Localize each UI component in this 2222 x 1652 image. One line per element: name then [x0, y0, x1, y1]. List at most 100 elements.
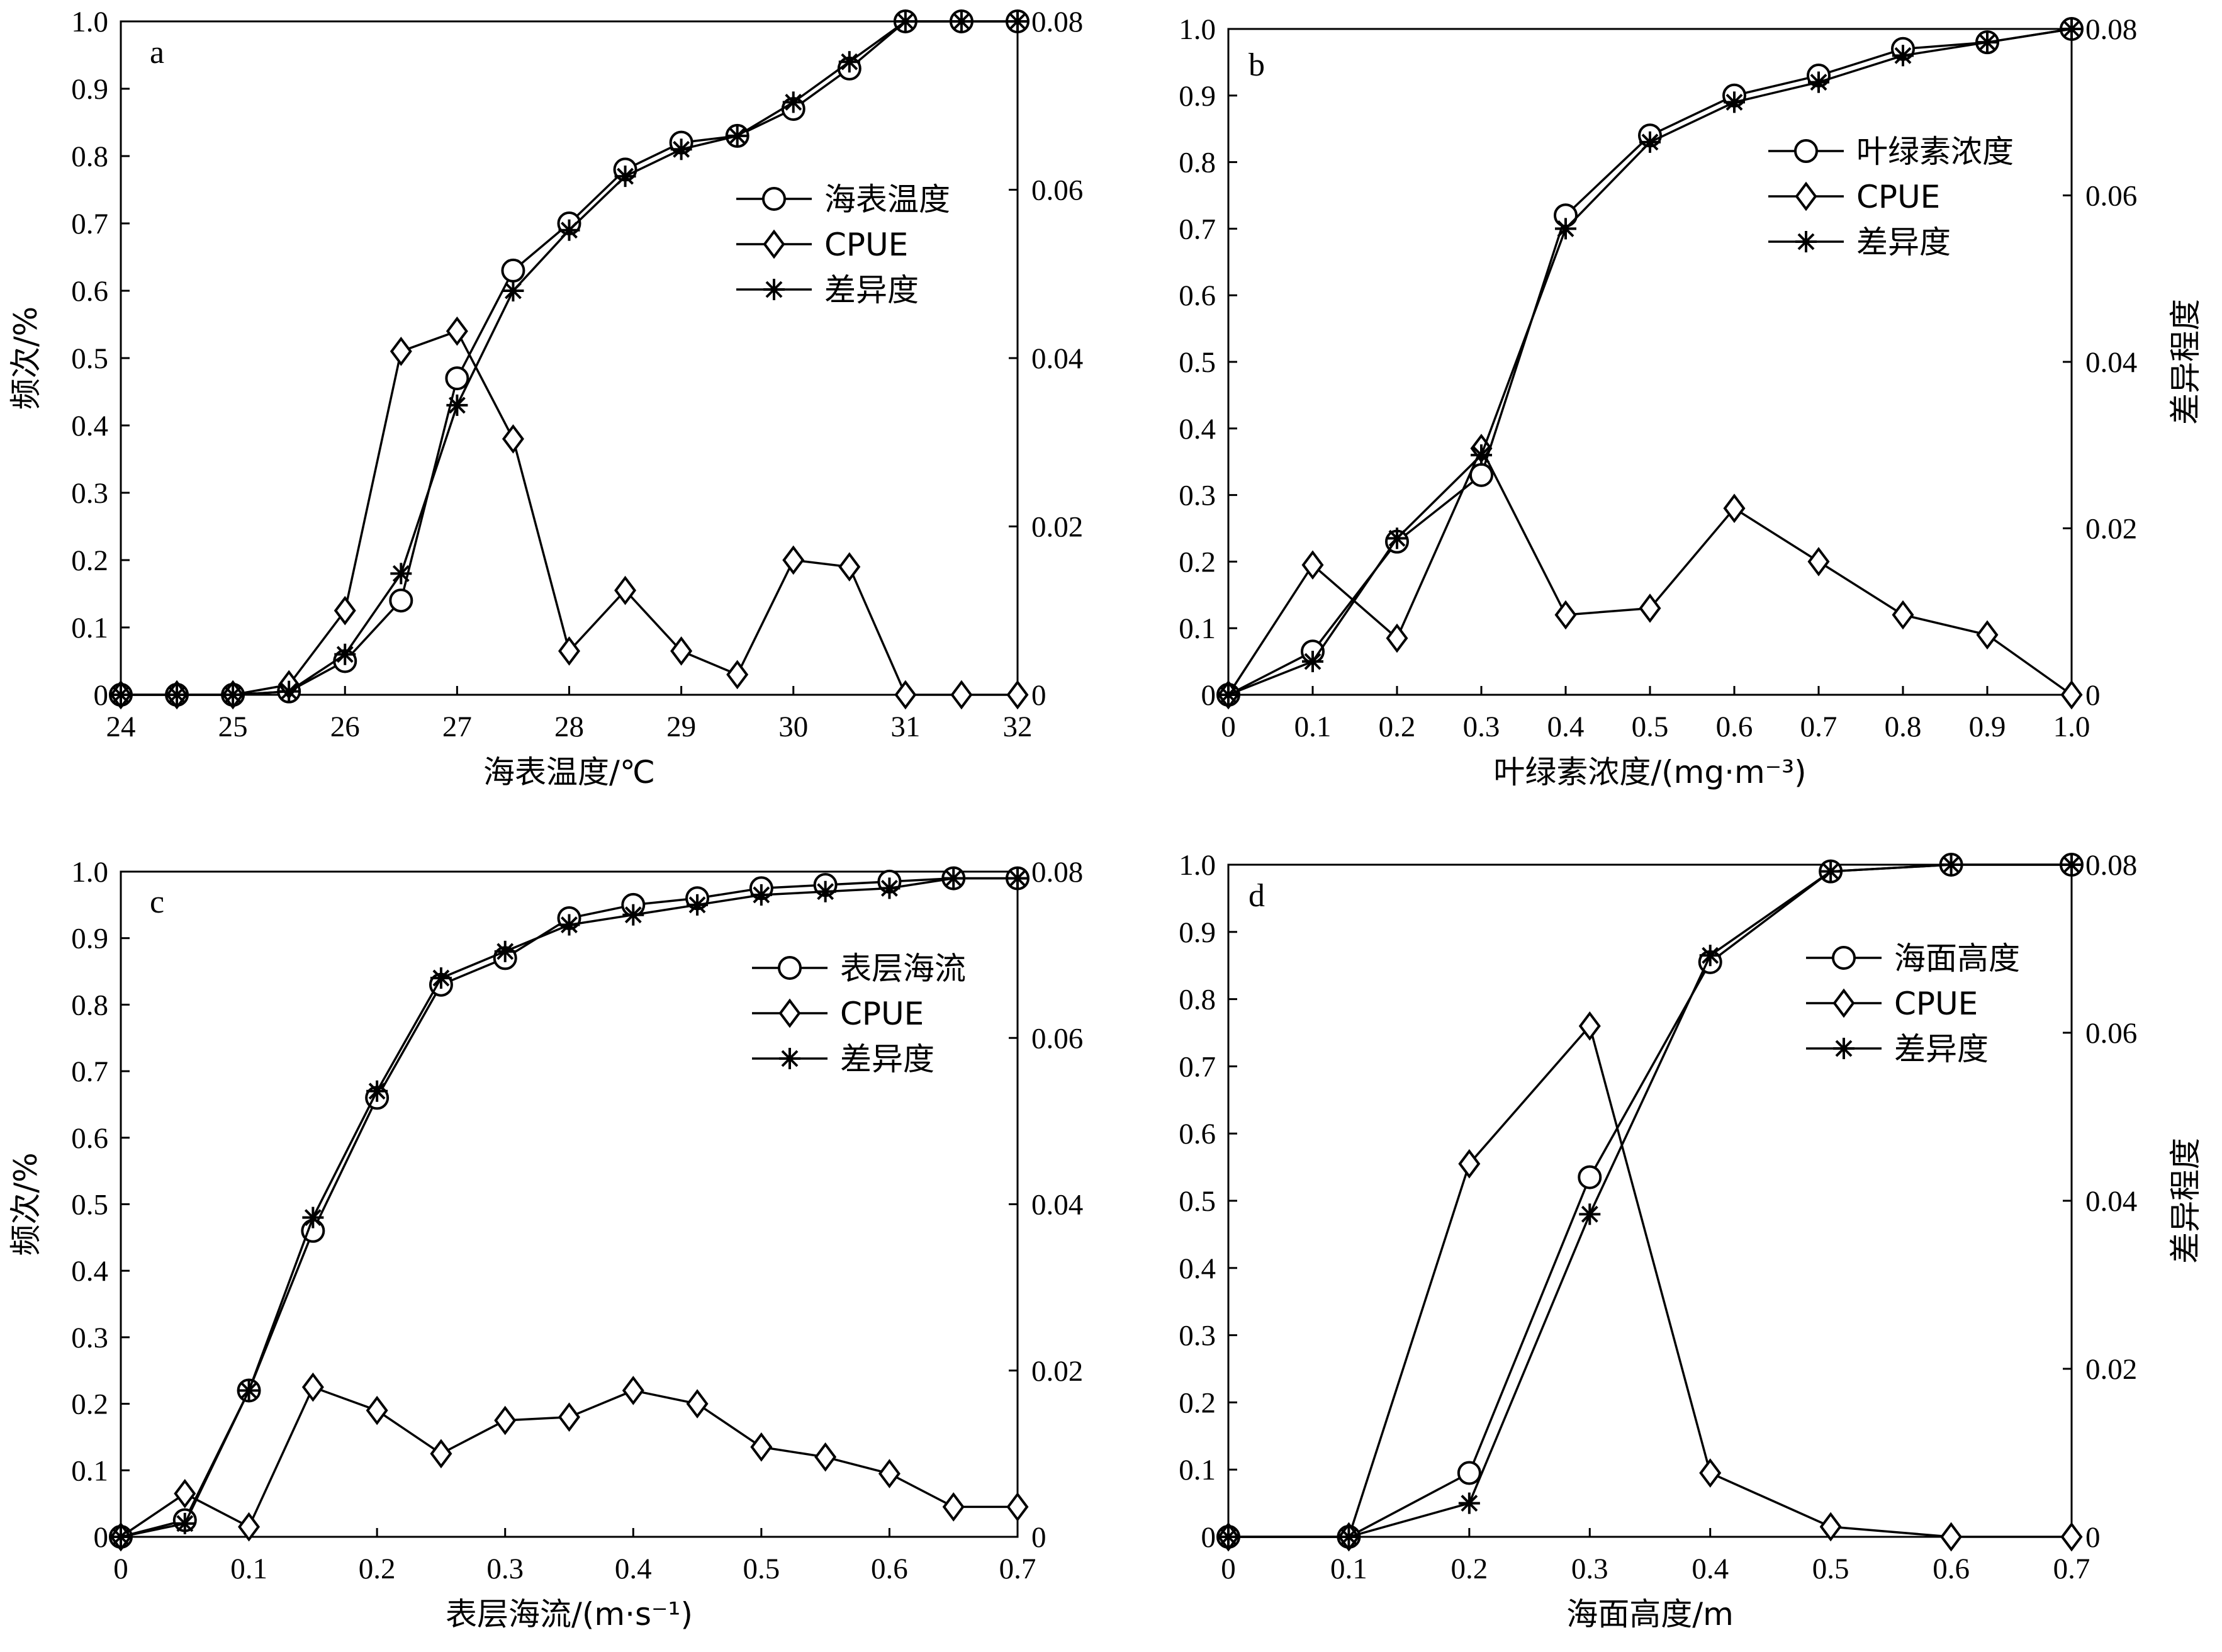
data-point-diamond — [2060, 680, 2083, 710]
series-diamond — [109, 316, 1029, 710]
data-point-star — [222, 684, 244, 705]
data-point-star — [670, 138, 692, 160]
x-tick-label: 0.1 — [230, 1553, 267, 1585]
x-tick-label: 25 — [218, 711, 248, 743]
x-tick-label: 0.5 — [1632, 711, 1669, 743]
x-tick-label: 0.2 — [1450, 1553, 1488, 1585]
y-right-tick-label: 0.04 — [1031, 342, 1083, 375]
x-tick-label: 0 — [113, 1553, 128, 1585]
data-point-circle — [445, 366, 469, 391]
y-right-axis-label: 差异程度 — [2167, 299, 2204, 425]
y-left-tick-label: 0.5 — [71, 342, 108, 375]
y-left-tick-label: 1.0 — [1179, 849, 1216, 882]
series-diamond — [1217, 434, 2083, 710]
legend-marker-star — [763, 279, 785, 300]
x-tick-label: 0.6 — [1933, 1553, 1970, 1585]
data-point-diamond — [950, 680, 973, 710]
y-left-tick-label: 0.7 — [71, 208, 108, 240]
data-point-diamond — [782, 545, 805, 575]
data-point-star — [1007, 11, 1028, 32]
x-tick-label: 0 — [1221, 711, 1236, 743]
x-tick-label: 32 — [1003, 711, 1033, 743]
data-point-star — [1555, 218, 1576, 240]
data-point-star — [1699, 945, 1721, 967]
y-left-tick-label: 0 — [1201, 679, 1216, 712]
data-point-star — [614, 166, 636, 188]
data-point-star — [878, 877, 901, 899]
legend-label: 差异度 — [824, 272, 919, 308]
y-right-tick-label: 0.08 — [1031, 6, 1083, 38]
x-tick-label: 0.2 — [359, 1553, 396, 1585]
panel-a: 24 25 26 27 28 29 30 31 3200.10.20.30.40.50.60.7… — [8, 6, 1083, 790]
y-left-tick-label: 0.6 — [71, 1122, 108, 1155]
data-point-diamond — [1940, 1522, 1963, 1552]
data-point-star — [1892, 45, 1914, 67]
data-point-diamond — [942, 1492, 965, 1522]
panel-letter: a — [150, 35, 164, 70]
x-tick-label: 0.3 — [1463, 711, 1500, 743]
data-point-star — [166, 684, 188, 705]
data-point-star — [238, 1379, 260, 1402]
data-point-star — [750, 884, 772, 906]
legend: 表层海流 CPUE 差异度 — [752, 950, 966, 1077]
y-left-tick-label: 0 — [94, 1521, 109, 1554]
panel-letter: c — [150, 884, 164, 920]
data-point-circle — [1578, 1165, 1602, 1189]
x-axis-label: 表层海流/(m·s⁻¹) — [446, 1596, 693, 1632]
data-point-star — [838, 51, 860, 73]
series-line — [121, 20, 1018, 696]
y-right-tick-label: 0.08 — [2085, 849, 2137, 882]
data-point-diamond — [1807, 547, 1830, 576]
x-tick-label: 0.7 — [1800, 711, 1838, 743]
y-left-tick-label: 0.7 — [1179, 1050, 1216, 1083]
data-point-star — [174, 1512, 196, 1534]
x-tick-label: 0.7 — [999, 1553, 1036, 1585]
legend-label: 海面高度 — [1894, 940, 2020, 977]
data-point-diamond — [1301, 550, 1324, 580]
legend-marker-circle — [1794, 139, 1818, 163]
legend-marker-star — [1795, 231, 1817, 252]
y-left-tick-label: 0.1 — [1179, 612, 1216, 645]
y-left-tick-label: 0.8 — [1179, 984, 1216, 1016]
data-point-diamond — [894, 680, 917, 710]
legend-label: CPUE — [824, 227, 908, 263]
legend-marker-star — [779, 1048, 800, 1069]
data-point-star — [302, 1206, 324, 1228]
data-point-diamond — [1554, 600, 1577, 630]
x-tick-label: 0.8 — [1885, 711, 1922, 743]
series-circle — [109, 9, 1030, 707]
y-right-tick-label: 0.06 — [2085, 1017, 2137, 1050]
data-point-star — [1639, 131, 1661, 153]
legend-label: CPUE — [1856, 179, 1940, 215]
x-tick-label: 31 — [890, 711, 920, 743]
x-tick-label: 26 — [330, 711, 360, 743]
series-star — [1218, 18, 2082, 705]
data-point-diamond — [750, 1432, 773, 1462]
data-point-diamond — [1976, 620, 1999, 650]
data-point-star — [494, 940, 516, 962]
legend-label: 叶绿素浓度 — [1856, 133, 2014, 170]
data-point-diamond — [446, 316, 468, 346]
x-tick-label: 0.3 — [1571, 1553, 1608, 1585]
y-right-tick-label: 0 — [1031, 679, 1046, 712]
data-point-diamond — [838, 552, 861, 582]
x-tick-label: 0.1 — [1330, 1553, 1367, 1585]
y-left-axis-label: 频次/% — [8, 1152, 44, 1256]
x-axis-label: 海面高度/m — [1566, 1596, 1734, 1632]
panel-letter: b — [1248, 47, 1265, 83]
y-right-tick-label: 0 — [1031, 1521, 1046, 1554]
y-left-tick-label: 0.7 — [1179, 213, 1216, 245]
series-line — [1228, 1023, 2072, 1538]
legend-label: 差异度 — [840, 1041, 934, 1077]
data-point-star — [1386, 527, 1408, 549]
legend: 海表温度 CPUE 差异度 — [736, 181, 950, 308]
x-axis-label: 叶绿素浓度/(mg·m⁻³) — [1493, 754, 1806, 790]
data-point-star — [622, 904, 644, 926]
data-point-diamond — [1578, 1011, 1601, 1041]
y-right-tick-label: 0.08 — [2085, 13, 2137, 46]
y-left-tick-label: 0.4 — [71, 410, 108, 442]
data-point-star — [558, 219, 580, 241]
y-left-tick-label: 0 — [1201, 1521, 1216, 1554]
legend: 叶绿素浓度 CPUE 差异度 — [1768, 133, 2014, 261]
legend: 海面高度 CPUE 差异度 — [1806, 940, 2020, 1067]
